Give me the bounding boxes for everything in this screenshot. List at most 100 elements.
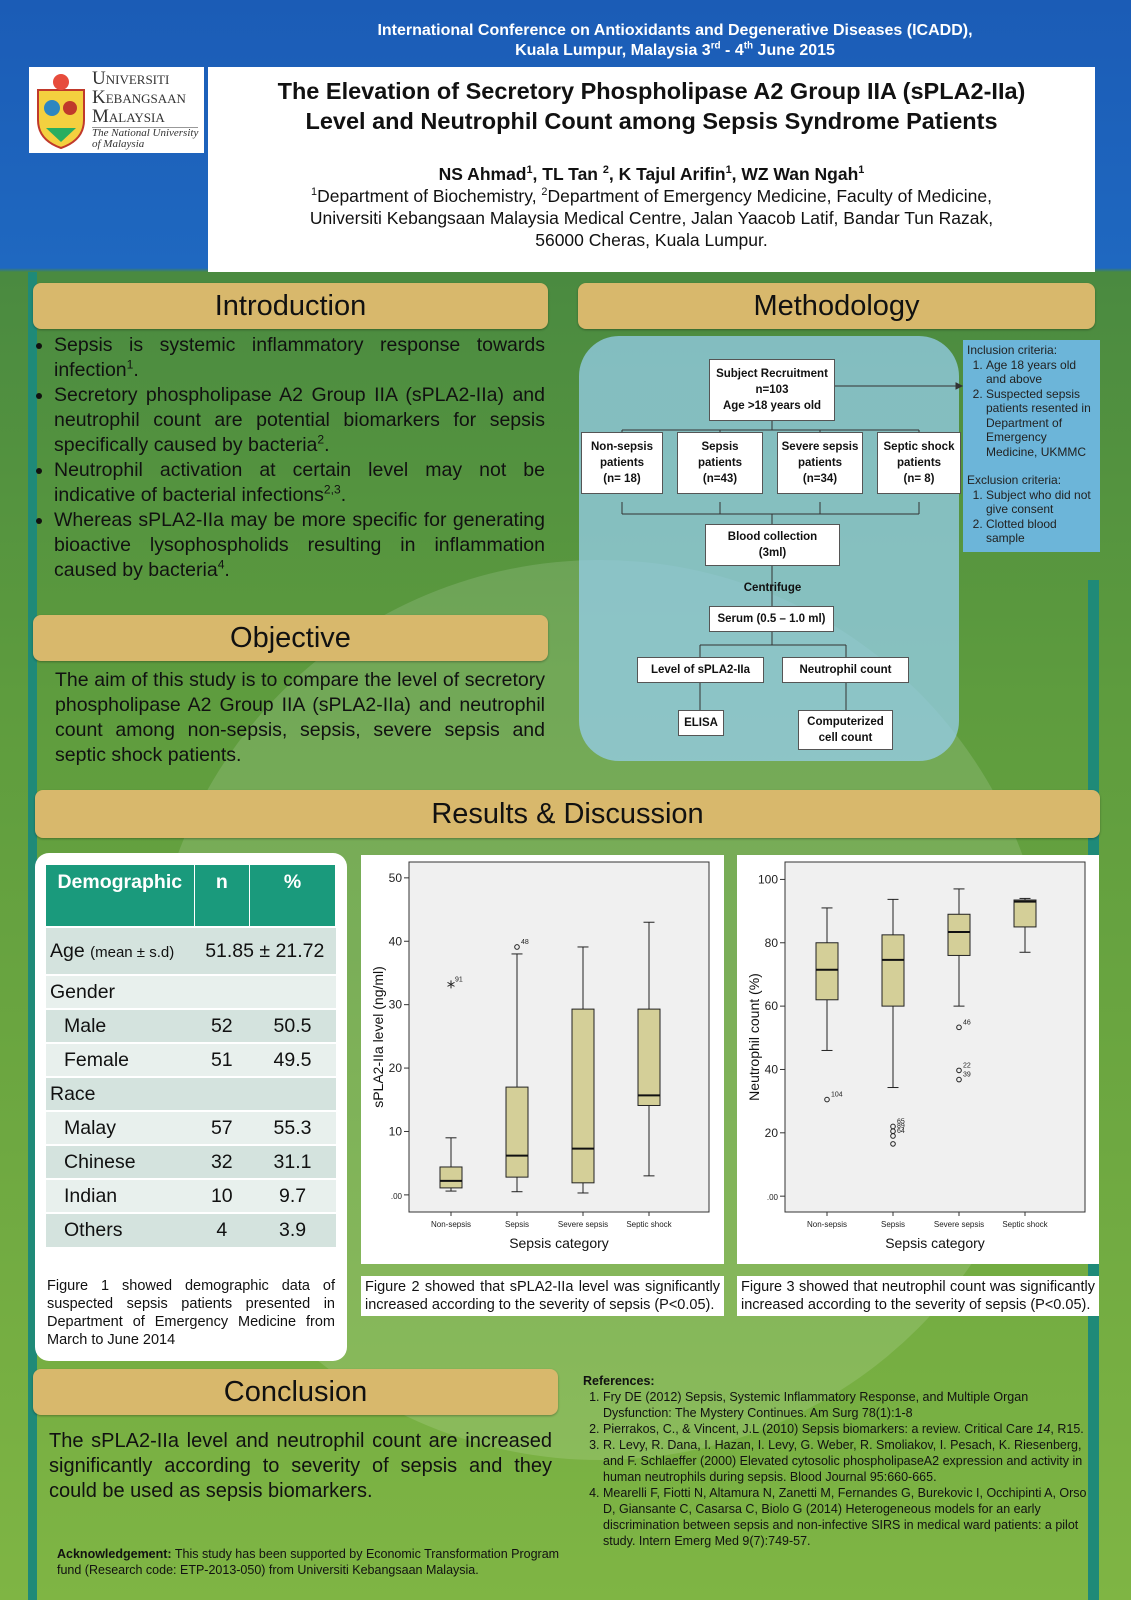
outlier — [956, 1067, 962, 1074]
text-run: . — [324, 434, 330, 456]
decoration — [28, 272, 37, 1600]
cell — [194, 975, 250, 1009]
x-tick-label: Non-sepsis — [807, 1220, 847, 1229]
logo-line: Malaysia — [92, 106, 165, 127]
row-label: Male — [46, 1009, 194, 1043]
reference: Pierrakos, C., & Vincent, J.L (2010) Sep… — [603, 1421, 1098, 1437]
criteria-list: Subject who did not give consentClotted … — [967, 488, 1096, 546]
outlier-label: 39 — [963, 1072, 971, 1079]
row-label: Race — [46, 1077, 194, 1111]
cell: 3.9 — [278, 1219, 307, 1241]
text-run: rd — [710, 40, 721, 52]
title-line: The Elevation of Secretory Phospholipase… — [277, 78, 1026, 104]
flow-node-line: patients — [797, 457, 843, 469]
text-run: 14 — [1036, 1422, 1051, 1436]
caption: Figure 1 showed demographic data of susp… — [43, 1277, 339, 1349]
flow-node-line: Subject Recruitment — [716, 368, 828, 380]
text-run: R. Levy, R. Dana, I. Hazan, I. Levy, G. … — [603, 1438, 1083, 1484]
x-axis-title: Sepsis category — [885, 1235, 985, 1251]
row-label-text: Race — [50, 1082, 96, 1105]
outlier-label: 46 — [963, 1019, 971, 1026]
x-tick-label: Severe sepsis — [934, 1220, 984, 1229]
references-list: Fry DE (2012) Sepsis, Systemic Inflammat… — [583, 1389, 1098, 1549]
text-run: June 2015 — [753, 42, 835, 59]
y-tick-label: 100 — [758, 872, 778, 886]
objective-text: The aim of this study is to compare the … — [55, 669, 545, 766]
criteria-list: Age 18 years old and aboveSuspected seps… — [967, 358, 1096, 460]
box — [815, 942, 839, 1001]
row-label-text: Others — [64, 1219, 123, 1241]
text-run: . — [133, 359, 139, 381]
box-plot: .00 20 40 60 80 100 Neutrophil count (%) Sepsis… — [746, 861, 1086, 1251]
outlier — [447, 980, 455, 989]
cell: 51 — [210, 1048, 233, 1071]
logo-line: Universiti — [92, 68, 170, 89]
text-run: th — [743, 40, 754, 52]
cell — [250, 975, 336, 1009]
outlier — [890, 1141, 896, 1147]
table-row: Race — [46, 1077, 336, 1111]
cell: 31.1 — [273, 1150, 312, 1173]
outlier — [956, 1024, 962, 1031]
y-tick-label: 10 — [389, 1124, 403, 1138]
logo: Universiti Kebangsaan Malaysia The Natio… — [29, 67, 204, 153]
text-run: Mearelli F, Fiotti N, Altamura N, Zanett… — [603, 1486, 1087, 1548]
row-label: Gender — [46, 975, 194, 1009]
text-run: Secretory phospholipase A2 Group IIA (sP… — [54, 384, 545, 456]
table-row: Age (mean ± s.d) 51.85 ± 21.72 — [46, 927, 336, 975]
flow-node-line: Neutrophil count — [799, 664, 892, 676]
flow-node-line: patients — [599, 457, 645, 469]
text-run: , R15. — [1050, 1422, 1084, 1436]
flow-node-line: Centrifuge — [743, 582, 802, 594]
introduction-text: Sepsis is systemic inflammatory response… — [33, 333, 545, 583]
text-run: 56000 Cheras, Kuala Lumpur. — [535, 230, 768, 250]
text-run: International Conference on Antioxidants… — [377, 22, 973, 39]
title-line: Level and Neutrophil Count among Sepsis … — [305, 108, 998, 134]
flow-node: Non-sepsis patients (n= 18) — [581, 432, 663, 494]
row-label-text: Chinese — [64, 1150, 136, 1173]
y-tick-label: .00 — [391, 1192, 403, 1201]
box — [637, 1008, 661, 1106]
table-row: Malay 57 55.3 — [46, 1111, 336, 1145]
plot-area — [784, 861, 1086, 1213]
flow-node-line: n=103 — [755, 384, 789, 396]
section-heading: Results & Discussion — [35, 790, 1100, 838]
flow-node: ELISA — [678, 710, 724, 736]
row-label-text: Gender — [50, 980, 116, 1003]
text-run: Pierrakos, C., & Vincent, J.L (2010) Sep… — [603, 1422, 1037, 1436]
logo-line: Kebangsaan — [92, 87, 186, 108]
row-label-text: Male — [64, 1014, 107, 1037]
text-run: 1 — [725, 164, 732, 177]
x-tick-label: Severe sepsis — [558, 1220, 608, 1229]
flow-node-line: Sepsis — [701, 441, 739, 453]
flow-node: Subject Recruitment n=103 Age >18 years ol… — [709, 359, 835, 421]
criteria-item: Subject who did not give consent — [986, 488, 1096, 517]
flow-node: Sepsis patients (n=43) — [677, 432, 763, 494]
cell: 49.5 — [273, 1048, 312, 1071]
cell — [194, 1077, 250, 1111]
text-run: , K Tajul Arifin — [608, 164, 726, 184]
text-run: 1 — [858, 164, 865, 177]
cell: 51.85 ± 21.72 — [205, 939, 325, 962]
text-run: NS Ahmad — [438, 164, 527, 184]
conference: International Conference on Antioxidants… — [300, 21, 1050, 61]
outlier — [956, 1076, 962, 1083]
criteria-title: Exclusion criteria: — [967, 473, 1062, 487]
text-run: Sepsis is systemic inflammatory response… — [54, 334, 545, 381]
outlier-label: 64 — [897, 1128, 905, 1135]
outlier-label: 65 — [897, 1118, 905, 1125]
bullet: Whereas sPLA2-IIa may be more specific f… — [54, 508, 545, 583]
flow-node-line: patients — [697, 457, 743, 469]
affiliation-line: 1Department of Biochemistry, 2Department… — [208, 185, 1095, 207]
flow-node-line: Septic shock — [883, 441, 955, 453]
text-run: 2,3 — [323, 482, 341, 497]
title-box: The Elevation of Secretory Phospholipase… — [208, 67, 1095, 272]
table-row: Gender — [46, 975, 336, 1009]
cell: 52 — [210, 1014, 233, 1037]
flow-node: Blood collection (3ml) — [705, 524, 840, 566]
flow-node: Level of sPLA2-IIa — [637, 657, 764, 683]
outlier — [890, 1133, 896, 1139]
y-tick-label: 80 — [765, 936, 779, 950]
cell: 9.7 — [278, 1184, 307, 1207]
